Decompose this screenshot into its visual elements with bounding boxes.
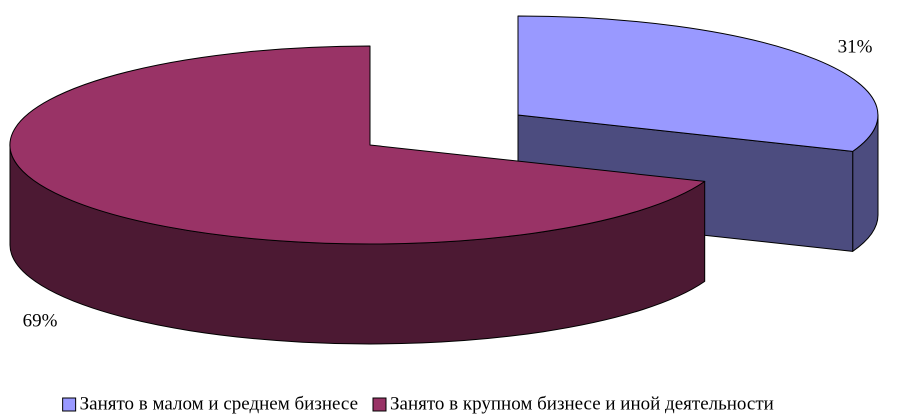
legend-label: Занято в малом и среднем бизнесе <box>80 393 358 414</box>
legend-label: Занято в крупном бизнесе и иной деятельн… <box>390 393 774 414</box>
legend-swatch <box>62 397 77 412</box>
legend-swatch <box>372 397 387 412</box>
data-label: 69% <box>23 310 58 331</box>
pie-slice <box>517 15 879 152</box>
data-label: 31% <box>838 36 873 57</box>
pie-slice <box>9 45 706 245</box>
